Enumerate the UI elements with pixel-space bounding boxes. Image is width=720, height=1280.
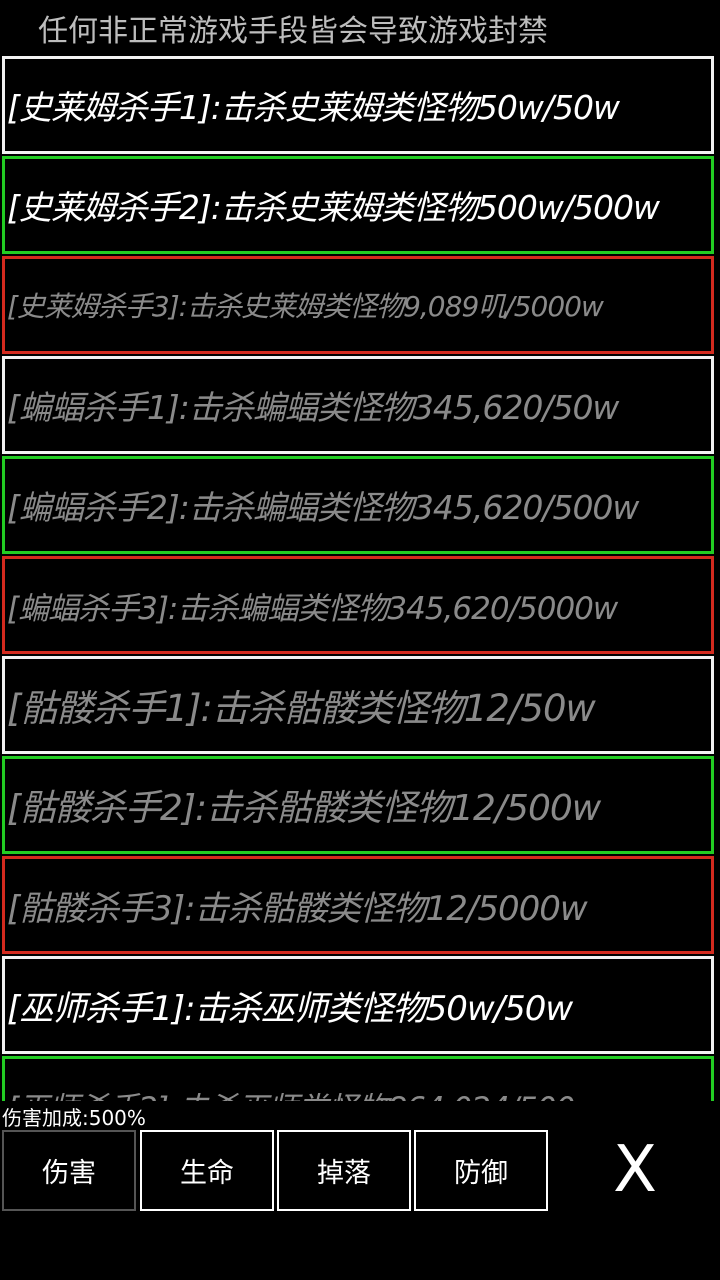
achievement-row[interactable]: [史莱姆杀手1]:击杀史莱姆类怪物50w/50w — [2, 56, 714, 154]
achievement-text: [史莱姆杀手2]:击杀史莱姆类怪物500w/500w — [7, 188, 660, 227]
tab-drop[interactable]: 掉落 — [277, 1130, 411, 1211]
achievement-row[interactable]: [骷髅杀手1]:击杀骷髅类怪物12/50w — [2, 656, 714, 754]
achievement-text: [骷髅杀手1]:击杀骷髅类怪物12/50w — [7, 687, 596, 730]
achievement-text: [蝙蝠杀手1]:击杀蝙蝠类怪物345,620/50w — [7, 388, 619, 427]
ban-warning-notice: 任何非正常游戏手段皆会导致游戏封禁 — [38, 14, 548, 49]
achievement-row[interactable]: [骷髅杀手2]:击杀骷髅类怪物12/500w — [2, 756, 714, 854]
achievement-text: [骷髅杀手2]:击杀骷髅类怪物12/500w — [7, 788, 601, 829]
achievement-text: [骷髅杀手3]:击杀骷髅类怪物12/5000w — [7, 888, 588, 929]
achievement-text: [蝙蝠杀手2]:击杀蝙蝠类怪物345,620/500w — [7, 488, 639, 527]
achievement-row[interactable]: [史莱姆杀手3]:击杀史莱姆类怪物9,089叽/5000w — [2, 256, 714, 354]
achievement-row[interactable]: [巫师杀手1]:击杀巫师类怪物50w/50w — [2, 956, 714, 1054]
tab-damage[interactable]: 伤害 — [2, 1130, 136, 1211]
achievement-row[interactable]: [巫师杀手2]:击杀巫师类怪物864,024/500w — [2, 1056, 714, 1101]
achievement-text: [巫师杀手1]:击杀巫师类怪物50w/50w — [7, 988, 573, 1029]
achievement-row[interactable]: [蝙蝠杀手1]:击杀蝙蝠类怪物345,620/50w — [2, 356, 714, 454]
close-button[interactable]: X — [613, 1133, 657, 1207]
achievement-row[interactable]: [蝙蝠杀手2]:击杀蝙蝠类怪物345,620/500w — [2, 456, 714, 554]
achievement-text: [蝙蝠杀手3]:击杀蝙蝠类怪物345,620/5000w — [7, 590, 618, 627]
achievement-row[interactable]: [骷髅杀手3]:击杀骷髅类怪物12/5000w — [2, 856, 714, 954]
achievement-row[interactable]: [史莱姆杀手2]:击杀史莱姆类怪物500w/500w — [2, 156, 714, 254]
achievement-list[interactable]: [史莱姆杀手1]:击杀史莱姆类怪物50w/50w [史莱姆杀手2]:击杀史莱姆类… — [0, 56, 720, 1101]
tab-defense[interactable]: 防御 — [414, 1130, 548, 1211]
tab-health[interactable]: 生命 — [140, 1130, 274, 1211]
achievement-text: [史莱姆杀手1]:击杀史莱姆类怪物50w/50w — [7, 88, 620, 127]
achievement-text: [史莱姆杀手3]:击杀史莱姆类怪物9,089叽/5000w — [7, 290, 604, 323]
achievement-text: [巫师杀手2]:击杀巫师类怪物864,024/500w — [5, 1083, 600, 1102]
achievement-row[interactable]: [蝙蝠杀手3]:击杀蝙蝠类怪物345,620/5000w — [2, 556, 714, 654]
damage-bonus-label: 伤害加成:500% — [2, 1106, 146, 1130]
